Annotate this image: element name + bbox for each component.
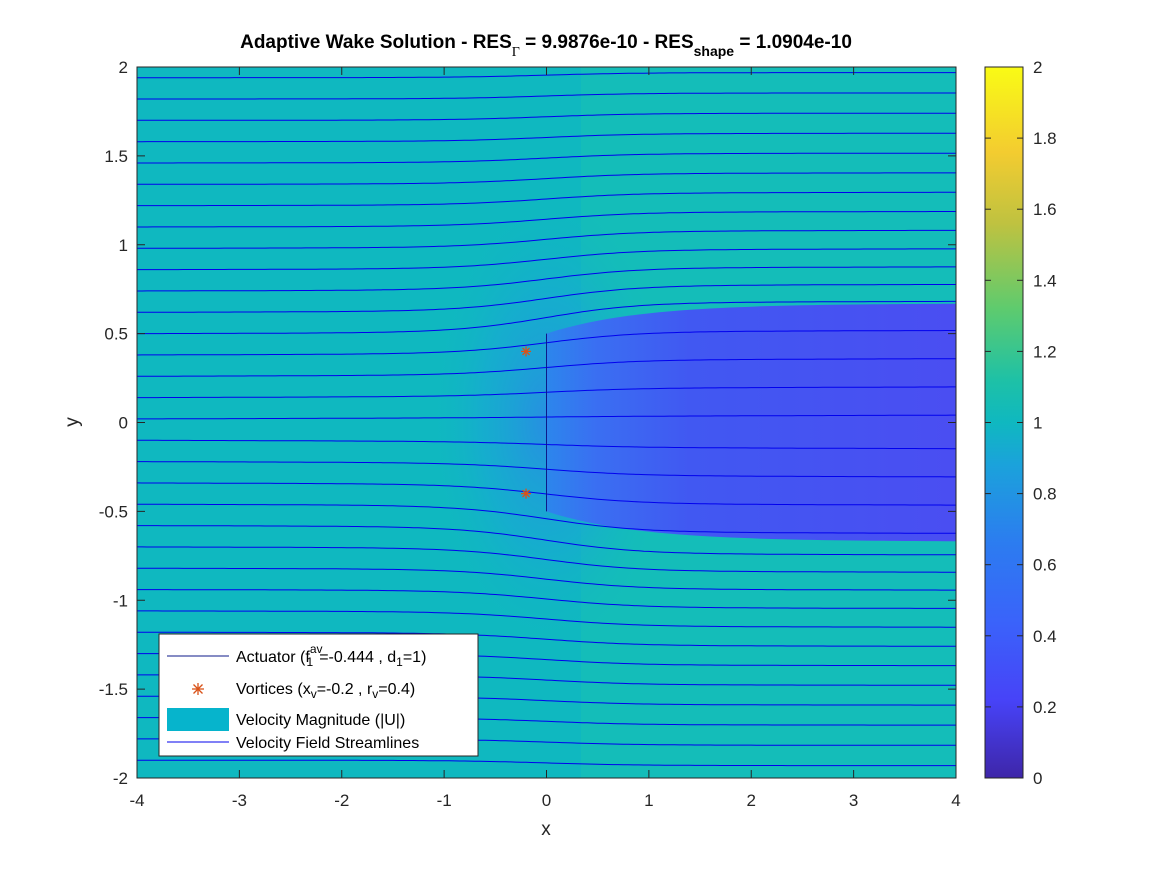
legend: Actuator (fav 1 =-0.444 , d1=1) Vortices (… — [158, 633, 479, 757]
streamline — [137, 266, 956, 292]
y-axis-label: y — [62, 417, 83, 427]
y-tick-label: -1.5 — [99, 680, 128, 699]
legend-vortex-swatch — [192, 683, 204, 695]
colorbar-gradient — [984, 66, 1024, 779]
x-tick-label: 0 — [542, 791, 551, 810]
x-axis-ticks: -4 -3 -2 -1 0 1 2 3 4 — [129, 67, 961, 810]
plot-area — [136, 66, 957, 779]
streamline — [137, 132, 956, 143]
y-tick-label: 0.5 — [104, 325, 128, 344]
legend-box — [158, 633, 479, 757]
x-tick-label: -2 — [334, 791, 349, 810]
streamline — [137, 92, 956, 100]
legend-velocity-swatch — [167, 708, 229, 731]
streamline — [137, 112, 956, 121]
y-tick-label: 2 — [119, 58, 128, 77]
streamline — [137, 567, 956, 591]
x-tick-label: -3 — [232, 791, 247, 810]
legend-actuator-label: Actuator (fav 1 =-0.444 , d1=1) — [236, 642, 426, 669]
wake-region — [546, 303, 956, 542]
streamline — [137, 525, 956, 556]
streamline — [137, 152, 956, 164]
colorbar-tick-label: 0.4 — [1033, 627, 1057, 646]
x-tick-label: 1 — [644, 791, 653, 810]
streamline — [137, 191, 956, 207]
legend-vortex-label: Vortices (xv=-0.2 , rv=0.4) — [236, 681, 415, 701]
streamline — [137, 610, 956, 628]
colorbar-tick-label: 0 — [1033, 769, 1042, 788]
vortex-markers — [521, 346, 532, 499]
colorbar: 0 0.2 0.4 0.6 0.8 1 1.2 1.4 1.6 1.8 2 — [984, 58, 1057, 788]
legend-streamline-label: Velocity Field Streamlines — [236, 735, 419, 752]
streamline — [137, 589, 956, 609]
y-tick-label: 0 — [119, 414, 128, 433]
streamline — [137, 248, 956, 271]
colorbar-ticks: 0 0.2 0.4 0.6 0.8 1 1.2 1.4 1.6 1.8 2 — [985, 58, 1057, 788]
y-tick-label: 1 — [119, 236, 128, 255]
streamline — [137, 284, 956, 313]
x-tick-label: 4 — [951, 791, 960, 810]
x-tick-label: 3 — [849, 791, 858, 810]
colorbar-tick-label: 0.6 — [1033, 556, 1057, 575]
streamline — [137, 503, 956, 534]
y-axis-ticks: -2 -1.5 -1 -0.5 0 0.5 1 1.5 2 — [99, 58, 956, 788]
colorbar-tick-label: 1.8 — [1033, 129, 1057, 148]
streamline — [137, 172, 956, 185]
colorbar-tick-label: 1 — [1033, 414, 1042, 433]
y-tick-label: -1 — [113, 591, 128, 610]
colorbar-tick-label: 0.2 — [1033, 698, 1057, 717]
y-tick-label: 1.5 — [104, 147, 128, 166]
streamline — [137, 72, 956, 79]
vortex-marker — [521, 488, 532, 499]
colorbar-tick-label: 1.2 — [1033, 342, 1057, 361]
streamline — [137, 759, 956, 767]
streamline — [137, 546, 956, 573]
x-axis-label: x — [541, 819, 551, 840]
y-tick-label: -2 — [113, 769, 128, 788]
streamline — [137, 300, 956, 335]
colorbar-tick-label: 1.6 — [1033, 200, 1057, 219]
colorbar-tick-label: 1.4 — [1033, 271, 1057, 290]
colorbar-tick-label: 2 — [1033, 58, 1042, 77]
vortex-marker — [521, 346, 532, 357]
streamline — [137, 631, 956, 647]
streamline — [137, 229, 956, 249]
streamline — [137, 211, 956, 228]
x-tick-label: -4 — [129, 791, 144, 810]
x-tick-label: 2 — [747, 791, 756, 810]
x-tick-label: -1 — [437, 791, 452, 810]
legend-velocity-label: Velocity Magnitude (|U|) — [236, 712, 405, 729]
colorbar-tick-label: 0.8 — [1033, 485, 1057, 504]
y-tick-label: -0.5 — [99, 502, 128, 521]
chart-title: Adaptive Wake Solution - RESΓ = 9.9876e-… — [240, 32, 852, 60]
